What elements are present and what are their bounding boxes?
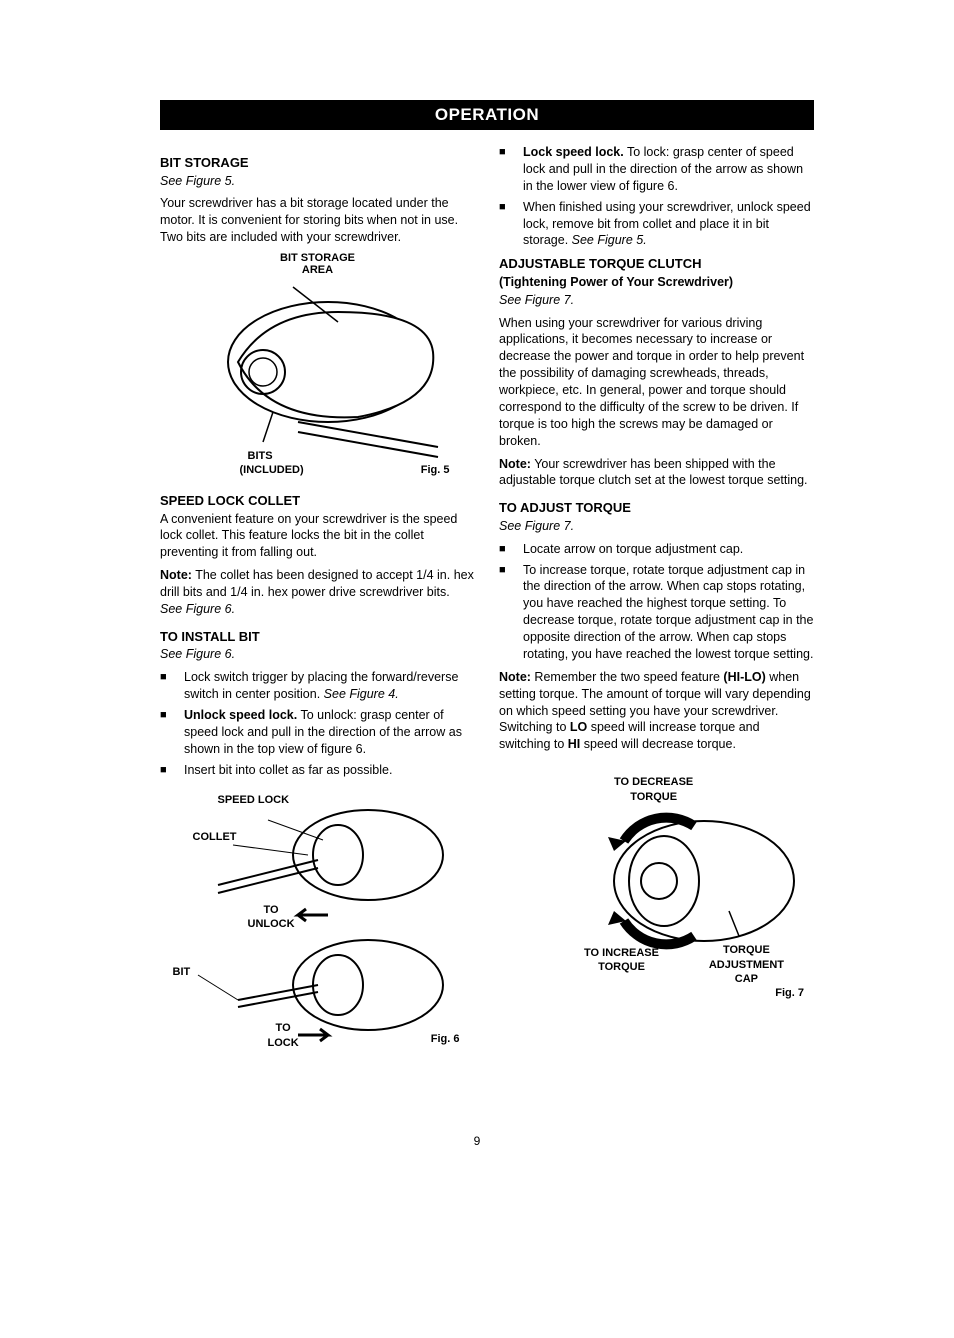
fig5-included-label: (INCLUDED) [240,463,304,478]
fig5-caption: Fig. 5 [421,463,450,478]
adjust-torque-title: TO ADJUST TORQUE [499,499,814,517]
bit-storage-body: Your screwdriver has a bit storage locat… [160,195,475,246]
content-columns: BIT STORAGE See Figure 5. Your screwdriv… [160,144,814,1063]
adjust-torque-see: See Figure 7. [499,518,814,535]
install-bit-title: TO INSTALL BIT [160,628,475,646]
fig7-cap: TORQUE ADJUSTMENT CAP [709,943,784,988]
fig6-unlock: TO UNLOCK [248,903,295,933]
adj-clutch-see: See Figure 7. [499,292,814,309]
bit-storage-see: See Figure 5. [160,173,475,190]
adjust-b2: To increase torque, rotate torque adjust… [499,562,814,663]
fig7-caption: Fig. 7 [775,986,804,1001]
figure-5: BIT STORAGE AREA BITS (INCLUDED) Fig. 5 [160,252,475,482]
right-column: Lock speed lock. To lock: grasp center o… [499,144,814,1063]
fig6-speedlock: SPEED LOCK [218,793,290,808]
manual-page: OPERATION BIT STORAGE See Figure 5. Your… [0,0,954,1338]
right-b2: When finished using your screwdriver, un… [499,199,814,250]
bit-storage-title: BIT STORAGE [160,154,475,172]
speed-lock-p1: A convenient feature on your screwdriver… [160,511,475,562]
fig6-caption: Fig. 6 [431,1032,460,1047]
install-bit-see: See Figure 6. [160,646,475,663]
install-bit-list: Lock switch trigger by placing the forwa… [160,669,475,778]
right-b1: Lock speed lock. To lock: grasp center o… [499,144,814,195]
fig5-label-top: BIT STORAGE AREA [280,252,355,276]
adj-clutch-note: Note: Your screwdriver has been shipped … [499,456,814,490]
fig6-lock: TO LOCK [268,1021,299,1051]
fig6-bit: BIT [173,965,191,980]
install-b2: Unlock speed lock. To unlock: grasp cent… [160,707,475,758]
left-column: BIT STORAGE See Figure 5. Your screwdriv… [160,144,475,1063]
fig6-illustration [168,785,468,1055]
fig5-illustration [178,252,458,482]
adjust-b1: Locate arrow on torque adjustment cap. [499,541,814,558]
install-b3: Insert bit into collet as far as possibl… [160,762,475,779]
page-number: 9 [474,1134,481,1148]
right-top-bullets: Lock speed lock. To lock: grasp center o… [499,144,814,249]
fig6-collet: COLLET [193,830,237,845]
header-text: OPERATION [435,105,539,125]
adj-clutch-sub: (Tightening Power of Your Screwdriver) [499,274,814,291]
speed-lock-title: SPEED LOCK COLLET [160,492,475,510]
speed-lock-note: Note: The collet has been designed to ac… [160,567,475,618]
figure-6: SPEED LOCK COLLET TO UNLOCK BIT TO LOCK … [160,785,475,1055]
fig7-increase: TO INCREASE TORQUE [584,946,659,976]
fig7-decrease: TO DECREASE TORQUE [614,775,693,805]
install-b1: Lock switch trigger by placing the forwa… [160,669,475,703]
adjust-note: Note:Note: Remember the two speed featur… [499,669,814,753]
figure-7: TO DECREASE TORQUE TO INCREASE TORQUE TO… [499,771,814,1001]
section-header: OPERATION [160,100,814,130]
adjust-torque-list: Locate arrow on torque adjustment cap. T… [499,541,814,663]
fig5-bits-label: BITS [248,449,273,464]
adj-clutch-title: ADJUSTABLE TORQUE CLUTCH [499,255,814,273]
adj-clutch-p1: When using your screwdriver for various … [499,315,814,450]
